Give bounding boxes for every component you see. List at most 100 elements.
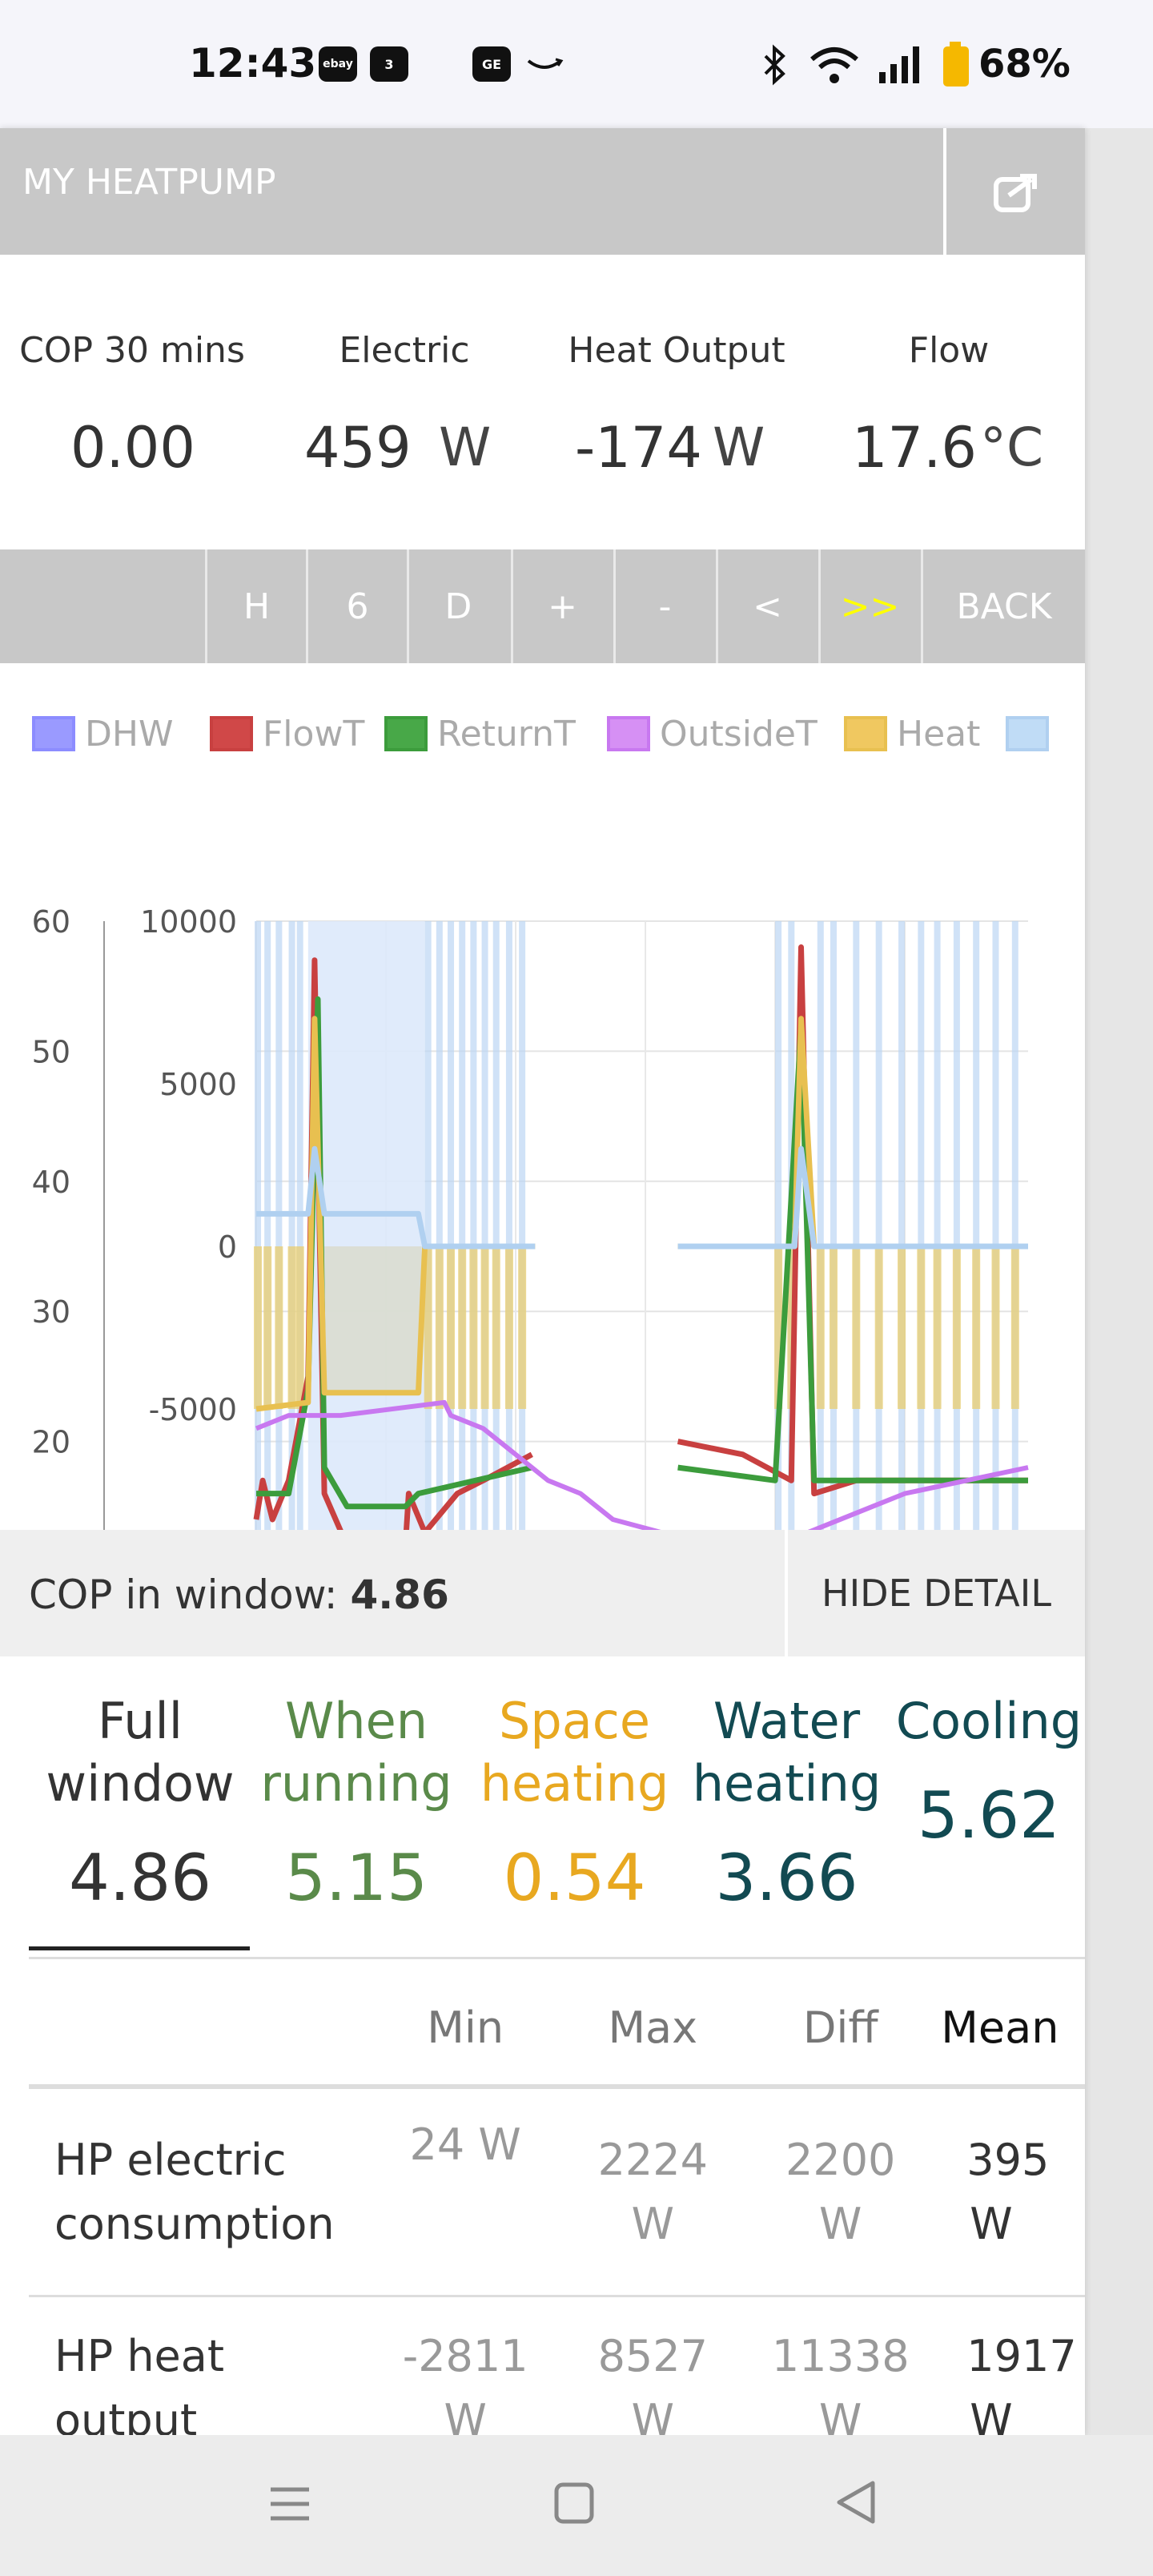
battery-icon xyxy=(943,42,969,87)
y-left-tick-label: 20 xyxy=(32,1425,70,1460)
cell-diff: 11338 W xyxy=(746,2296,935,2435)
nav-back-button[interactable]: BACK xyxy=(921,549,1085,663)
heat-spike xyxy=(952,1246,961,1409)
share-button[interactable] xyxy=(943,128,1085,255)
cop-window-bar: COP in window: 4.86 HIDE DETAIL xyxy=(0,1530,1085,1656)
y-left-tick-label: 60 xyxy=(32,904,70,940)
cop-tab-space-label: Space heating xyxy=(480,1692,669,1813)
cop-30-label: COP 30 mins xyxy=(19,330,245,371)
cop-tab-full-value: 4.86 xyxy=(68,1841,212,1915)
flow-value: 17.6 xyxy=(852,415,977,481)
heat-spike xyxy=(263,1246,272,1409)
heat-output-value: -174 xyxy=(575,415,702,481)
heat-spike xyxy=(287,1246,296,1409)
heat-spike xyxy=(1010,1246,1019,1409)
legend-swatch xyxy=(210,716,253,751)
col-mean: Mean xyxy=(934,1970,1085,2089)
heat-spike xyxy=(829,1246,838,1409)
signal-icon xyxy=(879,46,919,83)
heat-spike xyxy=(492,1246,500,1409)
col-max: Max xyxy=(559,1970,747,2089)
bluetooth-icon xyxy=(764,44,785,86)
nav-zoom-out-button[interactable]: - xyxy=(613,549,714,663)
cop-tab-full-label: Full window xyxy=(46,1692,235,1813)
y-left-tick-label: 40 xyxy=(32,1165,70,1200)
time-nav-bar: H 6 D + - < >> BACK xyxy=(0,549,1085,663)
legend-dhw[interactable]: DHW xyxy=(32,711,173,756)
heat-spike xyxy=(480,1246,489,1409)
cell-max: 2224 W xyxy=(559,2087,747,2297)
heat-spike xyxy=(898,1246,906,1409)
y-right-tick-label: 10000 xyxy=(140,904,237,940)
flow-unit: °C xyxy=(980,417,1044,478)
nav-prev-button[interactable]: < xyxy=(716,549,817,663)
legend-swatch xyxy=(607,716,650,751)
legend-heat[interactable]: Heat xyxy=(844,711,980,756)
series-returnt xyxy=(256,996,1028,1510)
heat-spike xyxy=(816,1246,825,1409)
electric-value: 459 xyxy=(304,415,412,481)
nav-zoom-in-button[interactable]: + xyxy=(511,549,612,663)
legend-returnt[interactable]: ReturnT xyxy=(384,711,576,756)
heat-spike xyxy=(991,1246,1000,1409)
heatpump-chart[interactable]: 6050403020101000050000-5000-1000013:0017… xyxy=(0,755,1085,1596)
legend-swatch xyxy=(384,716,428,751)
nav-next-button[interactable]: >> xyxy=(818,549,919,663)
heat-spike xyxy=(447,1246,456,1409)
heat-spike xyxy=(424,1246,432,1409)
stats-table: Min Max Diff Mean HP electric consumption… xyxy=(29,1970,1085,2435)
heat-spike xyxy=(504,1246,513,1409)
nav-hour-button[interactable]: H xyxy=(205,549,306,663)
status-time: 12:43 xyxy=(189,40,317,87)
y-left-tick-label: 50 xyxy=(32,1034,70,1069)
heat-output-label: Heat Output xyxy=(568,330,785,371)
table-row: HP heat output -2811 W 8527 W 11338 W 1917 W xyxy=(29,2296,1085,2435)
heat-negative-area xyxy=(324,1246,422,1393)
back-icon[interactable] xyxy=(834,2478,879,2526)
y-right-tick-label: 5000 xyxy=(159,1067,237,1102)
y-right-tick-label: 0 xyxy=(218,1230,237,1265)
legend-flowt[interactable]: FlowT xyxy=(210,711,364,756)
heat-spike xyxy=(774,1246,783,1409)
nav-6-button[interactable]: 6 xyxy=(306,549,407,663)
cop-tab-running-value: 5.15 xyxy=(284,1841,428,1915)
heat-spike xyxy=(874,1246,883,1409)
hide-detail-button[interactable]: HIDE DETAIL xyxy=(785,1530,1085,1656)
cop-tab-cooling-label: Cooling xyxy=(895,1692,1083,1750)
electric-unit: W xyxy=(439,417,492,478)
system-nav-bar xyxy=(0,2435,1153,2576)
cop-30-value: 0.00 xyxy=(70,415,195,481)
legend-outsidet[interactable]: OutsideT xyxy=(607,711,818,756)
share-icon xyxy=(994,174,1037,212)
legend-electric[interactable] xyxy=(1006,711,1059,756)
table-header-row: Min Max Diff Mean xyxy=(29,1970,1085,2089)
cell-min: -2811 W xyxy=(371,2296,560,2435)
heat-spike xyxy=(435,1246,444,1409)
battery-percent: 68% xyxy=(978,42,1071,87)
y-right-tick-label: -5000 xyxy=(149,1392,237,1427)
col-min: Min xyxy=(371,1970,560,2089)
heat-spike xyxy=(917,1246,926,1409)
amazon-icon xyxy=(527,58,564,69)
wifi-icon xyxy=(810,47,858,83)
heat-spike xyxy=(518,1246,527,1409)
legend-swatch xyxy=(844,716,887,751)
nav-day-button[interactable]: D xyxy=(407,549,508,663)
heat-spike xyxy=(852,1246,861,1409)
ge-icon: GE xyxy=(472,46,511,82)
heat-spike xyxy=(254,1246,263,1409)
legend-swatch xyxy=(32,716,75,751)
cell-mean: 1917 W xyxy=(934,2296,1085,2435)
cop-window-label: COP in window: 4.86 xyxy=(29,1572,449,1618)
heat-spike xyxy=(295,1246,304,1409)
cell-diff: 2200 W xyxy=(746,2087,935,2297)
electric-label: Electric xyxy=(339,330,470,371)
menu-icon[interactable] xyxy=(267,2481,312,2526)
app-content: MY HEATPUMP COP 30 mins Electric Heat Ou… xyxy=(0,128,1085,2435)
heat-output-unit: W xyxy=(713,417,765,478)
flow-label: Flow xyxy=(908,330,990,371)
row-label: HP heat output xyxy=(29,2296,372,2435)
home-icon[interactable] xyxy=(552,2480,597,2528)
app-icon-3: 3 xyxy=(370,46,408,82)
series-electric xyxy=(256,1145,1028,1250)
